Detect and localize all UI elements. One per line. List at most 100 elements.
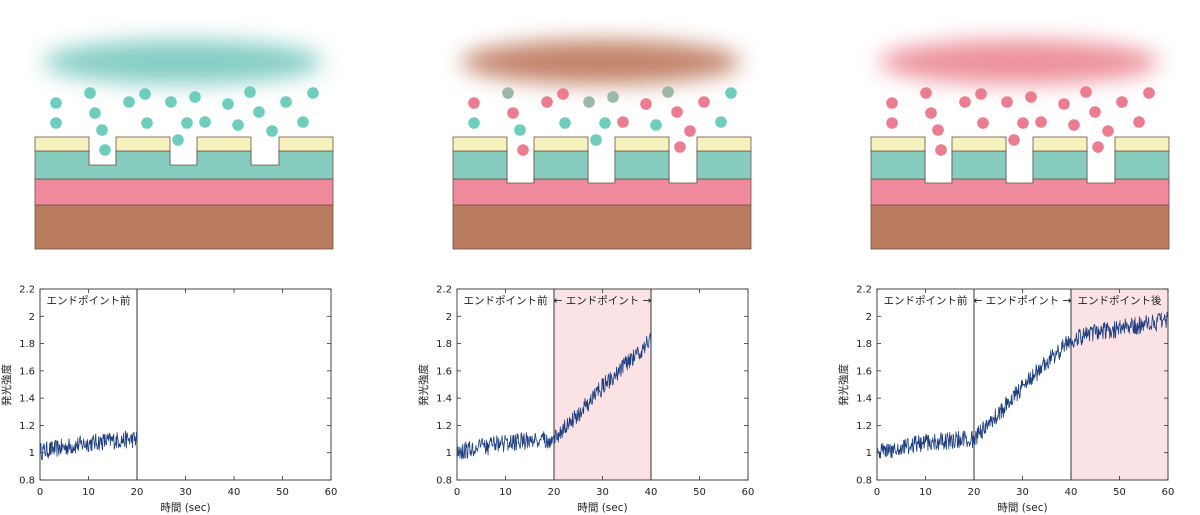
plasma-particle — [725, 87, 737, 99]
plasma-particle — [517, 144, 529, 156]
teal-plasma-cloud — [43, 40, 323, 84]
phase-label: ← エンドポイント → — [974, 295, 1072, 307]
y-tick-label: 1.8 — [19, 339, 35, 350]
y-tick-label: 2.2 — [436, 285, 452, 296]
etch-diagram-at-endpoint — [452, 40, 752, 250]
etched-trench — [925, 136, 952, 183]
plasma-particle — [266, 125, 278, 137]
plasma-particle — [698, 96, 710, 108]
plasma-particle — [640, 98, 652, 110]
plasma-particle — [959, 96, 971, 108]
trench-outline — [88, 151, 117, 166]
plasma-particle — [932, 124, 944, 136]
plasma-particle — [559, 117, 571, 129]
pink-layer — [34, 178, 334, 206]
plasma-particle — [662, 86, 674, 98]
mask-segment — [34, 136, 90, 152]
plasma-particle — [99, 144, 111, 156]
emission-charts: 0 10 20 30 40 50 600.811.21.41.61.822.2時間 (sec… — [0, 285, 1174, 515]
phase-label: エンドポイント前 — [884, 294, 968, 307]
plasma-particle — [307, 87, 319, 99]
x-tick-label: 20 — [131, 487, 144, 498]
plasma-particle — [123, 96, 135, 108]
x-tick-label: 50 — [1113, 487, 1126, 498]
x-tick-label: 60 — [742, 487, 755, 498]
plasma-particle — [1035, 116, 1047, 128]
plasma-particle — [84, 87, 96, 99]
phase-label: エンドポイント前 — [47, 294, 131, 307]
mask-segment — [115, 136, 171, 152]
plasma-particle — [468, 117, 480, 129]
plasma-particle — [507, 107, 519, 119]
plasma-particle — [1102, 125, 1114, 137]
y-axis-label: 発光強度 — [837, 364, 850, 406]
x-tick-label: 10 — [919, 487, 932, 498]
substrate-layer — [34, 204, 334, 250]
phase-label: エンドポイント後 — [1078, 294, 1162, 307]
substrate-layer — [452, 204, 752, 250]
y-tick-label: 0.8 — [19, 476, 35, 487]
trench-outline — [668, 151, 698, 184]
trench-outline — [250, 151, 280, 166]
x-tick-label: 10 — [499, 487, 512, 498]
plasma-particle — [671, 106, 683, 118]
mask-segment — [452, 136, 508, 152]
emission-trace — [456, 333, 652, 460]
plasma-particle — [607, 91, 619, 103]
y-tick-label: 1.2 — [436, 421, 452, 432]
y-tick-label: 2 — [866, 312, 872, 323]
x-tick-label: 20 — [968, 487, 981, 498]
plasma-particle — [1017, 117, 1029, 129]
plasma-particle — [96, 124, 108, 136]
plasma-particle — [297, 116, 309, 128]
emission-trace — [876, 311, 1169, 459]
plasma-particle — [715, 116, 727, 128]
plasma-particle — [1143, 87, 1155, 99]
plasma-particle — [583, 96, 595, 108]
plasma-particle — [541, 96, 553, 108]
etched-trench — [251, 136, 279, 165]
mask-segment — [614, 136, 670, 152]
x-tick-label: 40 — [1065, 487, 1078, 498]
plasma-particle — [244, 86, 256, 98]
trench-outline — [506, 151, 535, 184]
y-tick-label: 1 — [866, 448, 872, 459]
plasma-particle — [886, 97, 898, 109]
brown-plasma-cloud — [461, 40, 741, 84]
plasma-particle — [222, 98, 234, 110]
x-tick-label: 40 — [645, 487, 658, 498]
pink-plasma-cloud — [879, 40, 1159, 84]
y-tick-label: 1.6 — [436, 366, 452, 377]
x-tick-label: 30 — [596, 487, 609, 498]
plasma-particle — [617, 116, 629, 128]
emission-trace — [39, 430, 138, 461]
y-tick-label: 2.2 — [856, 285, 872, 296]
y-tick-label: 1.4 — [19, 394, 35, 405]
x-tick-label: 50 — [276, 487, 289, 498]
plasma-particle — [89, 107, 101, 119]
y-tick-label: 1.2 — [856, 421, 872, 432]
plasma-particle — [557, 88, 569, 100]
x-tick-label: 40 — [228, 487, 241, 498]
plasma-particle — [181, 117, 193, 129]
plasma-particle — [141, 117, 153, 129]
plasma-particle — [935, 144, 947, 156]
mask-segment — [533, 136, 589, 152]
plasma-particle — [50, 117, 62, 129]
plasma-particle — [468, 97, 480, 109]
x-tick-label: 30 — [179, 487, 192, 498]
plasma-particle — [189, 91, 201, 103]
y-tick-label: 1.6 — [19, 366, 35, 377]
mask-segment — [951, 136, 1007, 152]
plasma-particle — [199, 116, 211, 128]
y-tick-label: 1.4 — [436, 394, 452, 405]
plasma-particle — [975, 88, 987, 100]
plasma-particle — [977, 117, 989, 129]
x-tick-label: 30 — [1016, 487, 1029, 498]
mask-segment — [1114, 136, 1170, 152]
y-tick-label: 1.8 — [856, 339, 872, 350]
plasma-particle — [1133, 116, 1145, 128]
x-axis-label: 時間 (sec) — [160, 502, 210, 514]
phase-label: ← エンドポイント → — [554, 295, 652, 307]
x-tick-label: 20 — [548, 487, 561, 498]
